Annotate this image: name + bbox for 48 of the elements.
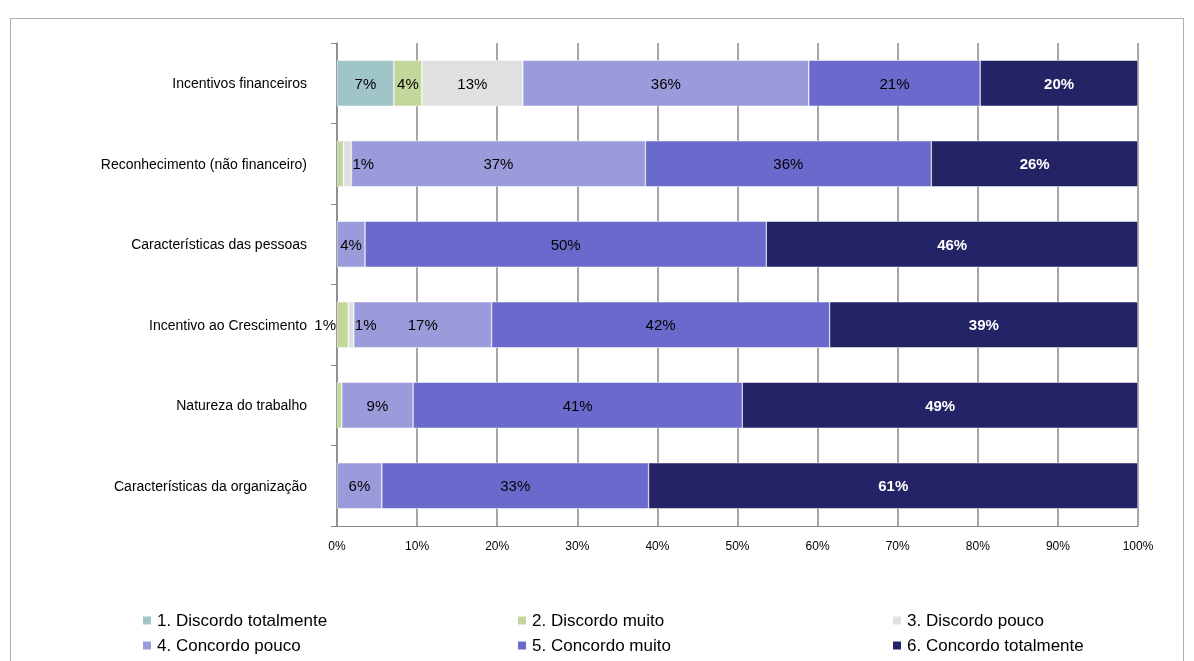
data-label: 41% bbox=[562, 396, 593, 414]
data-label: 21% bbox=[879, 74, 910, 92]
data-label: 20% bbox=[1044, 74, 1075, 92]
x-tick-label: 100% bbox=[1122, 539, 1154, 553]
data-label: 9% bbox=[366, 396, 389, 414]
data-label: 1% bbox=[354, 316, 377, 334]
x-tick-label: 90% bbox=[1045, 539, 1071, 553]
data-label: 61% bbox=[878, 477, 909, 495]
legend-label: 5. Concordo muito bbox=[532, 636, 671, 655]
x-tick-label: 80% bbox=[965, 539, 991, 553]
bar bbox=[337, 301, 349, 348]
y-tick-label: Reconhecimento (não financeiro) bbox=[100, 155, 307, 172]
data-label: 46% bbox=[937, 235, 968, 253]
x-tick-label: 50% bbox=[725, 539, 750, 553]
data-label: 7% bbox=[354, 74, 377, 92]
x-tick-label: 60% bbox=[805, 539, 830, 553]
legend-label: 3. Discordo pouco bbox=[907, 611, 1045, 630]
data-label: 36% bbox=[650, 74, 681, 92]
y-tick-label: Incentivo ao Crescimento bbox=[149, 316, 308, 333]
y-tick-label: Características da organização bbox=[114, 477, 308, 494]
data-label: 37% bbox=[483, 155, 514, 173]
data-label: 49% bbox=[925, 396, 956, 414]
x-tick-label: 20% bbox=[485, 539, 510, 553]
x-tick-label: 40% bbox=[645, 539, 670, 553]
data-label: 1% bbox=[352, 155, 375, 173]
x-tick-label: 10% bbox=[405, 539, 430, 553]
data-label: 17% bbox=[407, 316, 438, 334]
data-label: 26% bbox=[1019, 155, 1050, 173]
data-label: 4% bbox=[397, 74, 419, 92]
legend-label: 2. Discordo muito bbox=[532, 611, 665, 630]
y-tick-label: Características das pessoas bbox=[131, 236, 307, 253]
data-label: 1% bbox=[314, 316, 336, 334]
data-label: 13% bbox=[457, 74, 488, 92]
legend-label: 1. Discordo totalmente bbox=[157, 611, 328, 630]
data-label: 33% bbox=[500, 477, 531, 495]
legend-label: 6. Concordo totalmente bbox=[907, 636, 1084, 655]
data-label: 36% bbox=[773, 155, 804, 173]
y-tick-label: Natureza do trabalho bbox=[176, 397, 308, 414]
data-label: 39% bbox=[968, 316, 999, 334]
x-tick-label: 70% bbox=[885, 539, 911, 553]
data-label: 42% bbox=[645, 316, 676, 334]
legend-label: 4. Concordo pouco bbox=[157, 636, 301, 655]
y-tick-label: Incentivos financeiros bbox=[172, 75, 307, 92]
data-label: 4% bbox=[340, 235, 362, 253]
x-tick-label: 30% bbox=[565, 539, 590, 553]
data-label: 50% bbox=[550, 235, 581, 253]
data-label: 6% bbox=[348, 477, 371, 495]
x-tick-label: 0% bbox=[328, 539, 346, 553]
